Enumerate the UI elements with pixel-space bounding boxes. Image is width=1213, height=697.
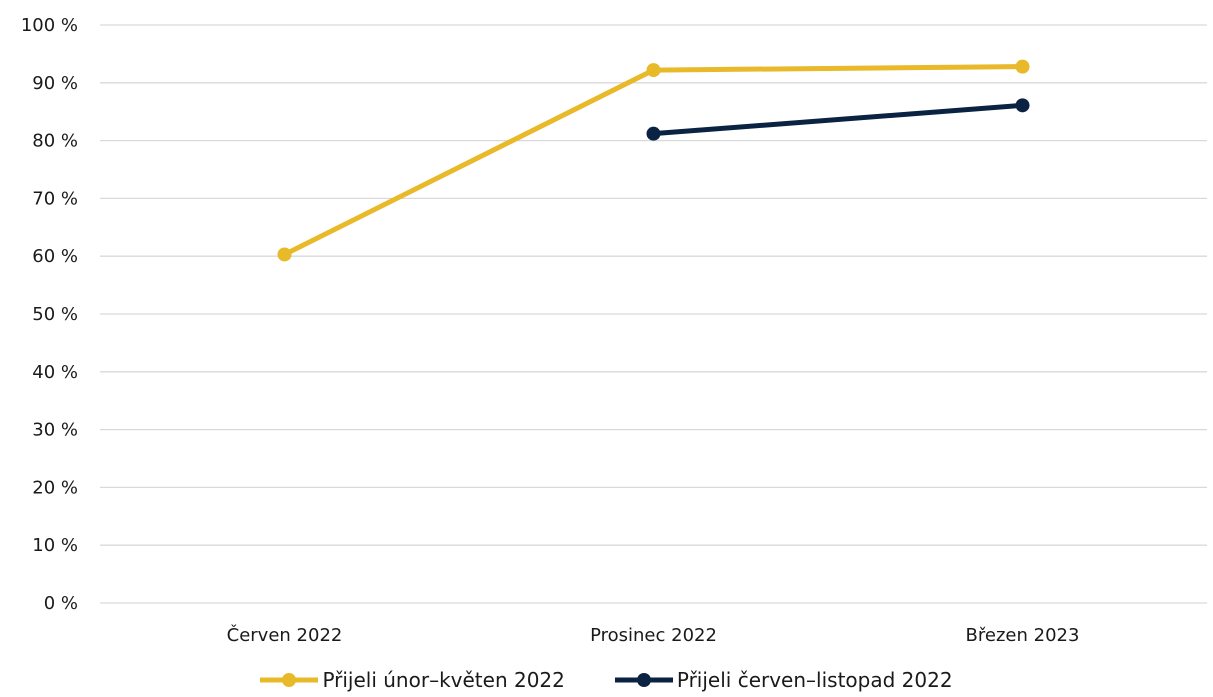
gridlines — [100, 24, 1207, 604]
data-point-series-2 — [1015, 98, 1030, 113]
y-tick-label: 30 % — [32, 420, 78, 441]
y-tick-label: 50 % — [32, 304, 78, 325]
legend-label-series-2: Přijeli červen–listopad 2022 — [676, 668, 953, 692]
x-tick-label: Červen 2022 — [227, 624, 343, 646]
x-tick-label: Prosinec 2022 — [590, 625, 717, 646]
legend: Přijeli únor–květen 2022 Přijeli červen–… — [0, 668, 1213, 692]
legend-marker-2 — [636, 673, 651, 687]
x-axis-ticks: Červen 2022 Prosinec 2022 Březen 2023 — [227, 624, 1080, 646]
y-axis-ticks: 0 % 10 % 20 % 30 % 40 % 50 % 60 % 70 % 80 % 90 % 1… — [21, 15, 78, 614]
legend-label-series-1: Přijeli únor–květen 2022 — [322, 668, 565, 692]
legend-marker-1 — [282, 673, 297, 687]
series-lines — [277, 59, 1030, 262]
y-tick-label: 0 % — [44, 593, 78, 614]
y-tick-label: 100 % — [21, 15, 78, 36]
series-line-1 — [283, 64, 1023, 257]
y-tick-label: 90 % — [32, 73, 78, 94]
y-tick-label: 60 % — [32, 246, 78, 267]
legend-item-series-1: Přijeli únor–květen 2022 — [260, 668, 565, 692]
legend-item-series-2: Přijeli červen–listopad 2022 — [614, 668, 953, 692]
data-point-series-1 — [277, 247, 292, 262]
legend-swatch-series-2 — [614, 673, 673, 687]
y-tick-label: 40 % — [32, 362, 78, 383]
y-tick-label: 70 % — [32, 188, 78, 209]
y-tick-label: 80 % — [32, 131, 78, 152]
data-point-series-1 — [646, 63, 661, 78]
series-line-2 — [653, 102, 1023, 137]
x-tick-label: Březen 2023 — [966, 625, 1080, 646]
y-tick-label: 20 % — [32, 477, 78, 498]
data-point-series-2 — [646, 126, 661, 141]
y-tick-label: 10 % — [32, 535, 78, 556]
legend-swatch-series-1 — [260, 673, 319, 687]
data-point-series-1 — [1015, 59, 1030, 74]
